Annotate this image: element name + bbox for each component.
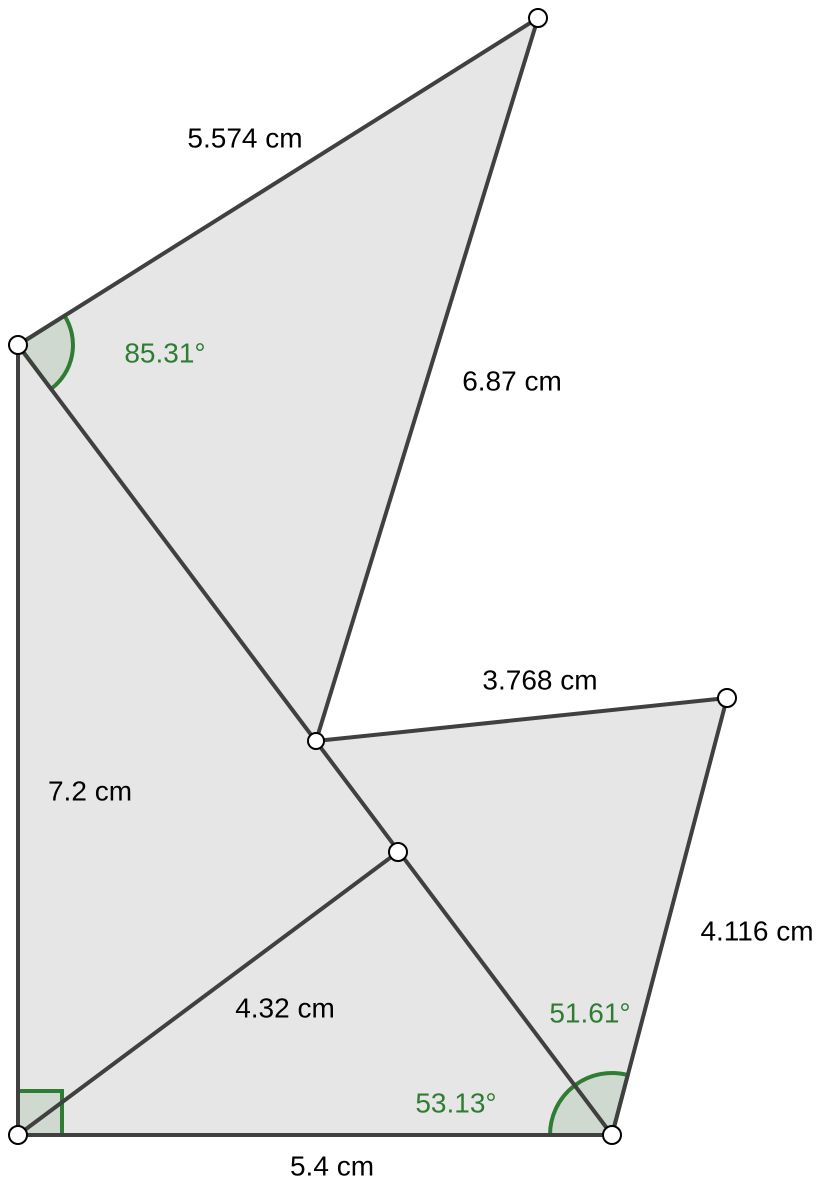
segment [610,696,729,1137]
angle-label: 85.31° [124,337,205,368]
segment [314,696,729,743]
angle-label: 53.13° [415,1087,496,1118]
triangle-cde [18,18,538,741]
length-label: 5.574 cm [187,122,302,153]
point [528,8,548,28]
length-label: 4.116 cm [700,915,813,946]
segment [16,850,400,1137]
point [602,1125,622,1145]
point [717,688,737,708]
point [8,335,28,355]
length-label: 4.32 cm [235,992,335,1023]
point [8,1125,28,1145]
segment [16,16,540,347]
length-label: 7.2 cm [48,775,132,806]
point [307,732,325,750]
angle-label: 51.61° [549,997,630,1028]
length-label: 6.87 cm [462,365,562,396]
length-label: 5.4 cm [290,1150,374,1181]
length-label: 3.768 cm [482,664,597,695]
point [388,842,408,862]
segment [314,16,540,743]
triangle-egb [316,698,727,1135]
angle-mark-c [15,312,75,392]
